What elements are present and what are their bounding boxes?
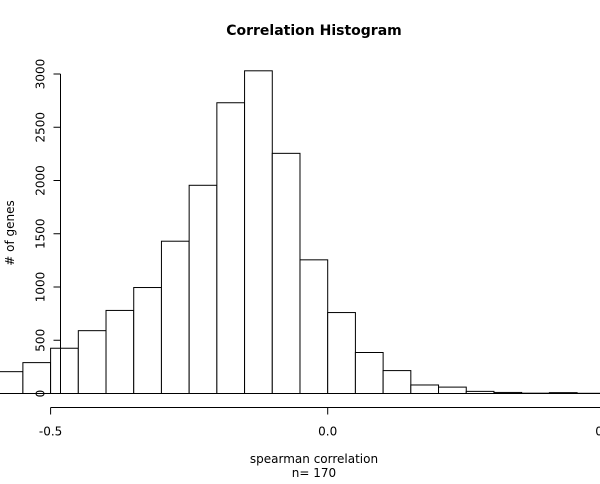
histogram-bar — [549, 393, 577, 394]
sample-size-label: n= 170 — [292, 466, 336, 480]
histogram-bar — [134, 288, 162, 394]
y-tick-label: 0 — [34, 390, 48, 398]
histogram-bar — [106, 310, 134, 393]
histogram-bar — [51, 348, 79, 393]
histogram-bar — [0, 372, 23, 394]
histogram-bar — [245, 71, 273, 394]
histogram-bar — [217, 103, 245, 394]
x-tick-label: 0.0 — [318, 425, 337, 439]
y-tick-label: 2000 — [34, 165, 48, 196]
y-tick-label: 2500 — [34, 112, 48, 143]
y-tick-label: 3000 — [34, 59, 48, 90]
histogram-bar — [411, 385, 439, 394]
y-tick-label: 1000 — [34, 272, 48, 303]
chart-title: Correlation Histogram — [226, 23, 402, 39]
histogram-bar — [272, 153, 300, 393]
histogram-bar — [23, 363, 51, 394]
x-axis-label: spearman correlation — [250, 452, 378, 466]
y-axis-label: # of genes — [3, 200, 17, 266]
histogram-bar — [328, 313, 356, 394]
y-axis: 0 500 1000 1500 2000 2500 3000 — [34, 59, 61, 398]
histogram-bar — [439, 387, 467, 393]
x-axis: -0.5 0.0 0.5 — [39, 408, 600, 439]
y-tick-label: 1500 — [34, 218, 48, 249]
y-tick-label: 500 — [34, 329, 48, 352]
histogram-bar — [300, 260, 328, 394]
histogram-bars — [0, 71, 600, 394]
x-tick-label: 0.5 — [595, 425, 600, 439]
x-tick-label: -0.5 — [39, 425, 62, 439]
histogram-bar — [78, 331, 106, 394]
histogram-bar — [189, 185, 217, 393]
histogram-bar — [161, 241, 189, 393]
histogram-bar — [355, 353, 383, 394]
histogram-bar — [383, 371, 411, 394]
